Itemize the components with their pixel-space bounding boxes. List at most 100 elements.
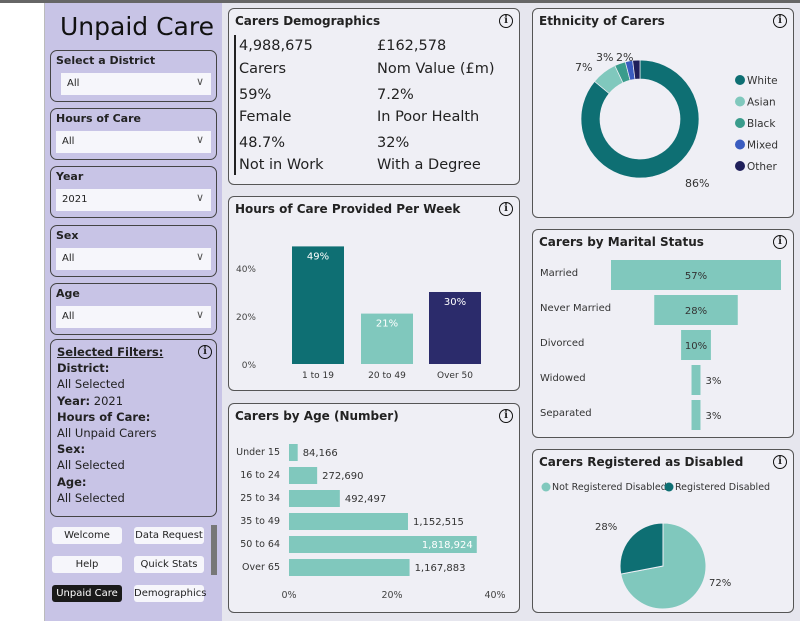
district-dropdown[interactable]: All ∨	[61, 73, 211, 95]
quick-stats-button[interactable]: Quick Stats	[134, 556, 204, 573]
x-tick-label: 1 to 19	[302, 371, 334, 381]
data-label: 57%	[685, 271, 707, 282]
kpi-value: 32%	[377, 135, 410, 151]
district-slicer: Select a District All ∨	[50, 50, 217, 102]
hours-dropdown[interactable]: All ∨	[56, 131, 211, 153]
dropdown-value: All	[62, 311, 75, 322]
legend-marker	[735, 75, 745, 85]
chevron-down-icon: ∨	[195, 250, 204, 263]
chevron-down-icon: ∨	[195, 75, 204, 88]
category-label: Widowed	[540, 373, 586, 384]
age-dropdown[interactable]: All ∨	[56, 306, 211, 328]
data-label: 86%	[685, 177, 709, 190]
data-label: 1,167,883	[415, 563, 466, 574]
divider	[234, 35, 236, 175]
year-label: Year:	[57, 393, 91, 408]
category-label: Separated	[540, 408, 592, 419]
data-label: 3%	[596, 51, 613, 64]
year-dropdown[interactable]: 2021 ∨	[56, 189, 211, 211]
nav-scrollbar[interactable]	[211, 525, 217, 575]
dropdown-value: All	[62, 253, 75, 264]
y-tick-label: 50 to 64	[240, 539, 280, 550]
funnel-bar	[691, 400, 701, 430]
info-icon[interactable]: i	[499, 202, 513, 216]
registered-disabled-card: Carers Registered as Disabled i 72% 28% No…	[532, 449, 794, 613]
data-label: 49%	[307, 251, 329, 262]
info-icon[interactable]: i	[198, 345, 212, 359]
unpaid-care-button[interactable]: Unpaid Care	[52, 585, 122, 602]
legend-marker	[664, 482, 674, 492]
demographics-button[interactable]: Demographics	[134, 585, 206, 602]
year-slicer: Year 2021 ∨	[50, 166, 217, 218]
data-request-button[interactable]: Data Request	[134, 527, 204, 544]
carers-by-age-card: Carers by Age (Number) i Under 15 84,166 1…	[228, 403, 520, 613]
funnel-bar	[681, 330, 711, 360]
bar	[289, 513, 408, 530]
info-icon[interactable]: i	[773, 455, 787, 469]
legend-label: Other	[747, 161, 777, 173]
ethnicity-card: Ethnicity of Carers i 86% 7% 3% 2% White Asia…	[532, 8, 794, 218]
bar	[289, 559, 410, 576]
dropdown-value: 2021	[62, 194, 88, 205]
kpi-label: Carers	[239, 61, 287, 77]
bar	[289, 444, 298, 461]
hours-of-care-card: Hours of Care Provided Per Week i 0% 20% 4…	[228, 196, 520, 391]
x-tick-label: Over 50	[437, 371, 473, 381]
bar	[289, 536, 477, 553]
data-label: 1,152,515	[413, 517, 464, 528]
hours-label: Hours of Care:	[57, 409, 151, 424]
data-label: 3%	[705, 376, 721, 387]
chevron-down-icon: ∨	[195, 191, 204, 204]
category-label: Divorced	[540, 338, 584, 349]
sex-label: Sex:	[57, 442, 86, 457]
kpi-label: With a Degree	[377, 157, 481, 173]
slicer-label: Sex	[56, 229, 79, 242]
kpi-value: £162,578	[377, 38, 447, 54]
card-title: Ethnicity of Carers	[539, 14, 665, 28]
category-label: Never Married	[540, 303, 611, 314]
kpi-value: 4,988,675	[239, 38, 313, 54]
legend-marker	[735, 161, 745, 171]
funnel-bar	[691, 365, 701, 395]
legend-label: Registered Disabled	[675, 482, 770, 493]
legend-label: Mixed	[747, 140, 778, 152]
chevron-down-icon: ∨	[195, 133, 204, 146]
help-button[interactable]: Help	[52, 556, 122, 573]
data-label: 30%	[444, 297, 466, 308]
chevron-down-icon: ∨	[195, 308, 204, 321]
info-icon[interactable]: i	[773, 14, 787, 28]
donut-slice	[632, 59, 641, 80]
y-tick-label: 20%	[236, 313, 256, 323]
data-label: 3%	[705, 411, 721, 422]
selected-filters-panel: Selected Filters: District: All Selected…	[50, 339, 217, 517]
info-icon[interactable]: i	[499, 14, 513, 28]
window-top-border	[0, 0, 800, 3]
funnel-bar	[611, 260, 781, 290]
kpi-value: 59%	[239, 87, 272, 103]
legend-marker	[541, 482, 551, 492]
age-label: Age:	[57, 474, 87, 489]
bar	[289, 467, 318, 484]
slicer-label: Age	[56, 287, 80, 300]
bar	[289, 490, 340, 507]
donut-slice	[580, 59, 700, 179]
category-label: Married	[540, 268, 578, 279]
age-value: All Selected	[57, 490, 125, 505]
y-tick-label: 25 to 34	[240, 493, 280, 504]
welcome-button[interactable]: Welcome	[52, 527, 122, 544]
bar	[429, 292, 481, 364]
y-tick-label: 0%	[242, 361, 257, 371]
data-label: 10%	[685, 341, 707, 352]
slicer-label: Hours of Care	[56, 112, 141, 125]
info-icon[interactable]: i	[773, 235, 787, 249]
info-icon[interactable]: i	[499, 409, 513, 423]
bar	[361, 313, 413, 364]
dropdown-value: All	[62, 136, 75, 147]
card-title: Hours of Care Provided Per Week	[235, 202, 461, 216]
card-title: Carers Demographics	[235, 14, 381, 28]
data-label: 7%	[575, 61, 592, 74]
x-tick-label: 20%	[381, 590, 402, 601]
sidebar: Unpaid Care Select a District All ∨ Hours…	[45, 3, 222, 621]
data-label: 84,166	[303, 448, 338, 459]
sex-dropdown[interactable]: All ∨	[56, 248, 211, 270]
